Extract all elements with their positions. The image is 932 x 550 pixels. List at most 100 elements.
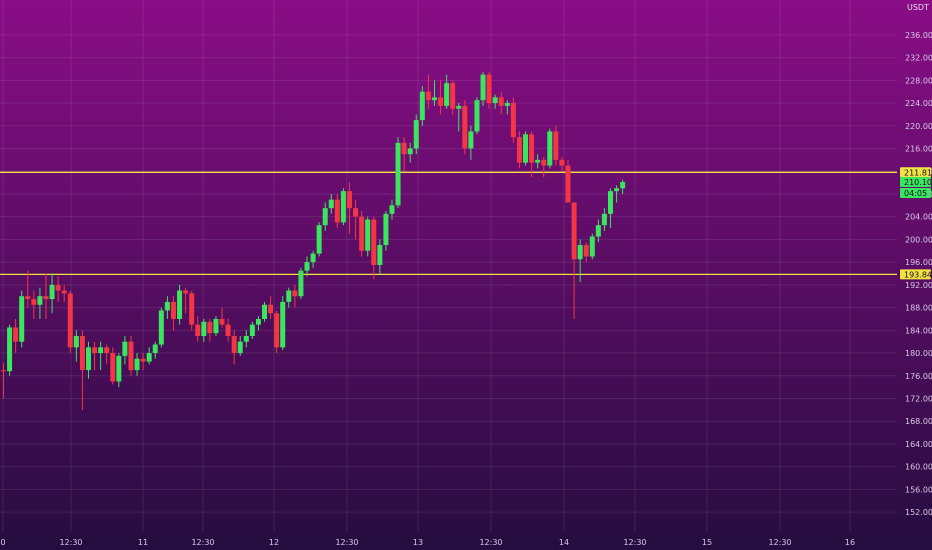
candle [158,307,164,348]
candle-body [207,321,213,334]
candle [164,296,170,319]
candle [104,344,110,365]
candle-body [365,219,371,251]
candle-body [377,245,383,265]
candle-body [158,310,164,345]
candle [547,128,553,169]
candle [219,307,225,328]
candle [201,318,207,342]
countdown-tag-text: 04:05 [904,189,927,198]
candle [340,188,346,226]
candle-body [571,202,577,260]
y-tick-label: 152.00 [905,508,932,517]
candle [177,284,183,325]
candle-body [529,134,535,163]
y-tick-label: 168.00 [905,417,932,426]
horizontal-levels [0,171,897,276]
candle-body [450,83,456,109]
candle [468,125,474,160]
candle [195,316,201,342]
y-tick-label: 192.00 [905,281,932,290]
candle [359,211,365,257]
candle [316,222,322,257]
x-tick-label: 12:30 [768,538,791,547]
candle-body [383,213,389,246]
candle-body [516,137,522,163]
candle [249,321,255,339]
candle-body [274,313,280,348]
x-tick-label: 14 [559,538,569,547]
candle [474,97,480,135]
y-tick-label: 224.00 [905,99,932,108]
candle-body [480,74,486,101]
candle-body [67,293,73,348]
candle [7,324,13,376]
candle-body [286,290,292,302]
candle [541,157,547,177]
candle-body [110,353,116,382]
level-price-tag: 193.84 [900,269,932,280]
candle-body [19,296,25,342]
candle [280,296,286,351]
candle [79,330,85,410]
candle-body [310,253,316,263]
candle-body [328,199,334,209]
countdown-tag: 04:05 [900,188,931,199]
x-tick-label: 11 [138,538,148,547]
candle-body [170,301,176,319]
candle-body [498,97,504,106]
candle-body [37,296,43,305]
candle [571,202,577,319]
candle-body [7,327,13,372]
candle-body [298,270,304,297]
x-tick-label: 16 [845,538,855,547]
level-price-tag-text: 193.84 [904,270,932,279]
candle [486,71,492,109]
candle-body [431,97,437,101]
candle-body [1,370,6,372]
candle-body [359,216,365,251]
candle [365,216,371,257]
candle [401,137,407,172]
candle [608,188,613,229]
candle-body [201,321,207,336]
candle-body [559,159,565,166]
candle [419,86,425,126]
candle [328,193,334,214]
candle [189,290,195,331]
candle-body [25,296,31,300]
candle-body [164,301,170,311]
candle-body [98,347,104,354]
candle [98,341,104,371]
candle [268,296,274,319]
y-tick-label: 164.00 [905,440,932,449]
candle [504,100,510,115]
time-axis[interactable]: 0 12:30 11 12:30 12 12:30 13 12:30 14 12:30 15 12:3… [0,538,855,547]
candle-body [425,91,431,101]
price-axis[interactable]: USDT 152.00 156.00 160.00 164.00 168.00 172.0… [905,3,932,517]
candle [395,137,401,209]
candle [425,74,431,109]
candles [1,71,626,410]
candle-body [255,318,261,325]
y-tick-label: 204.00 [905,213,932,222]
y-tick-label: 184.00 [905,326,932,335]
candle [492,94,498,109]
candle-body [195,324,201,336]
candle [377,239,383,274]
candle-body [243,336,249,342]
level-price-tag: 211.81 [900,167,932,178]
countdown-tag-bg [900,188,931,199]
candle-body [462,105,468,149]
y-tick-label: 172.00 [905,395,932,404]
candle [292,284,298,308]
candle [589,233,595,260]
candle-body [13,327,19,342]
candle-body [601,213,607,226]
candle [152,341,158,359]
candle [134,353,140,376]
candle-body [43,296,49,300]
candle-body [116,355,122,382]
candle-body [541,159,547,166]
candle-body [620,182,626,189]
